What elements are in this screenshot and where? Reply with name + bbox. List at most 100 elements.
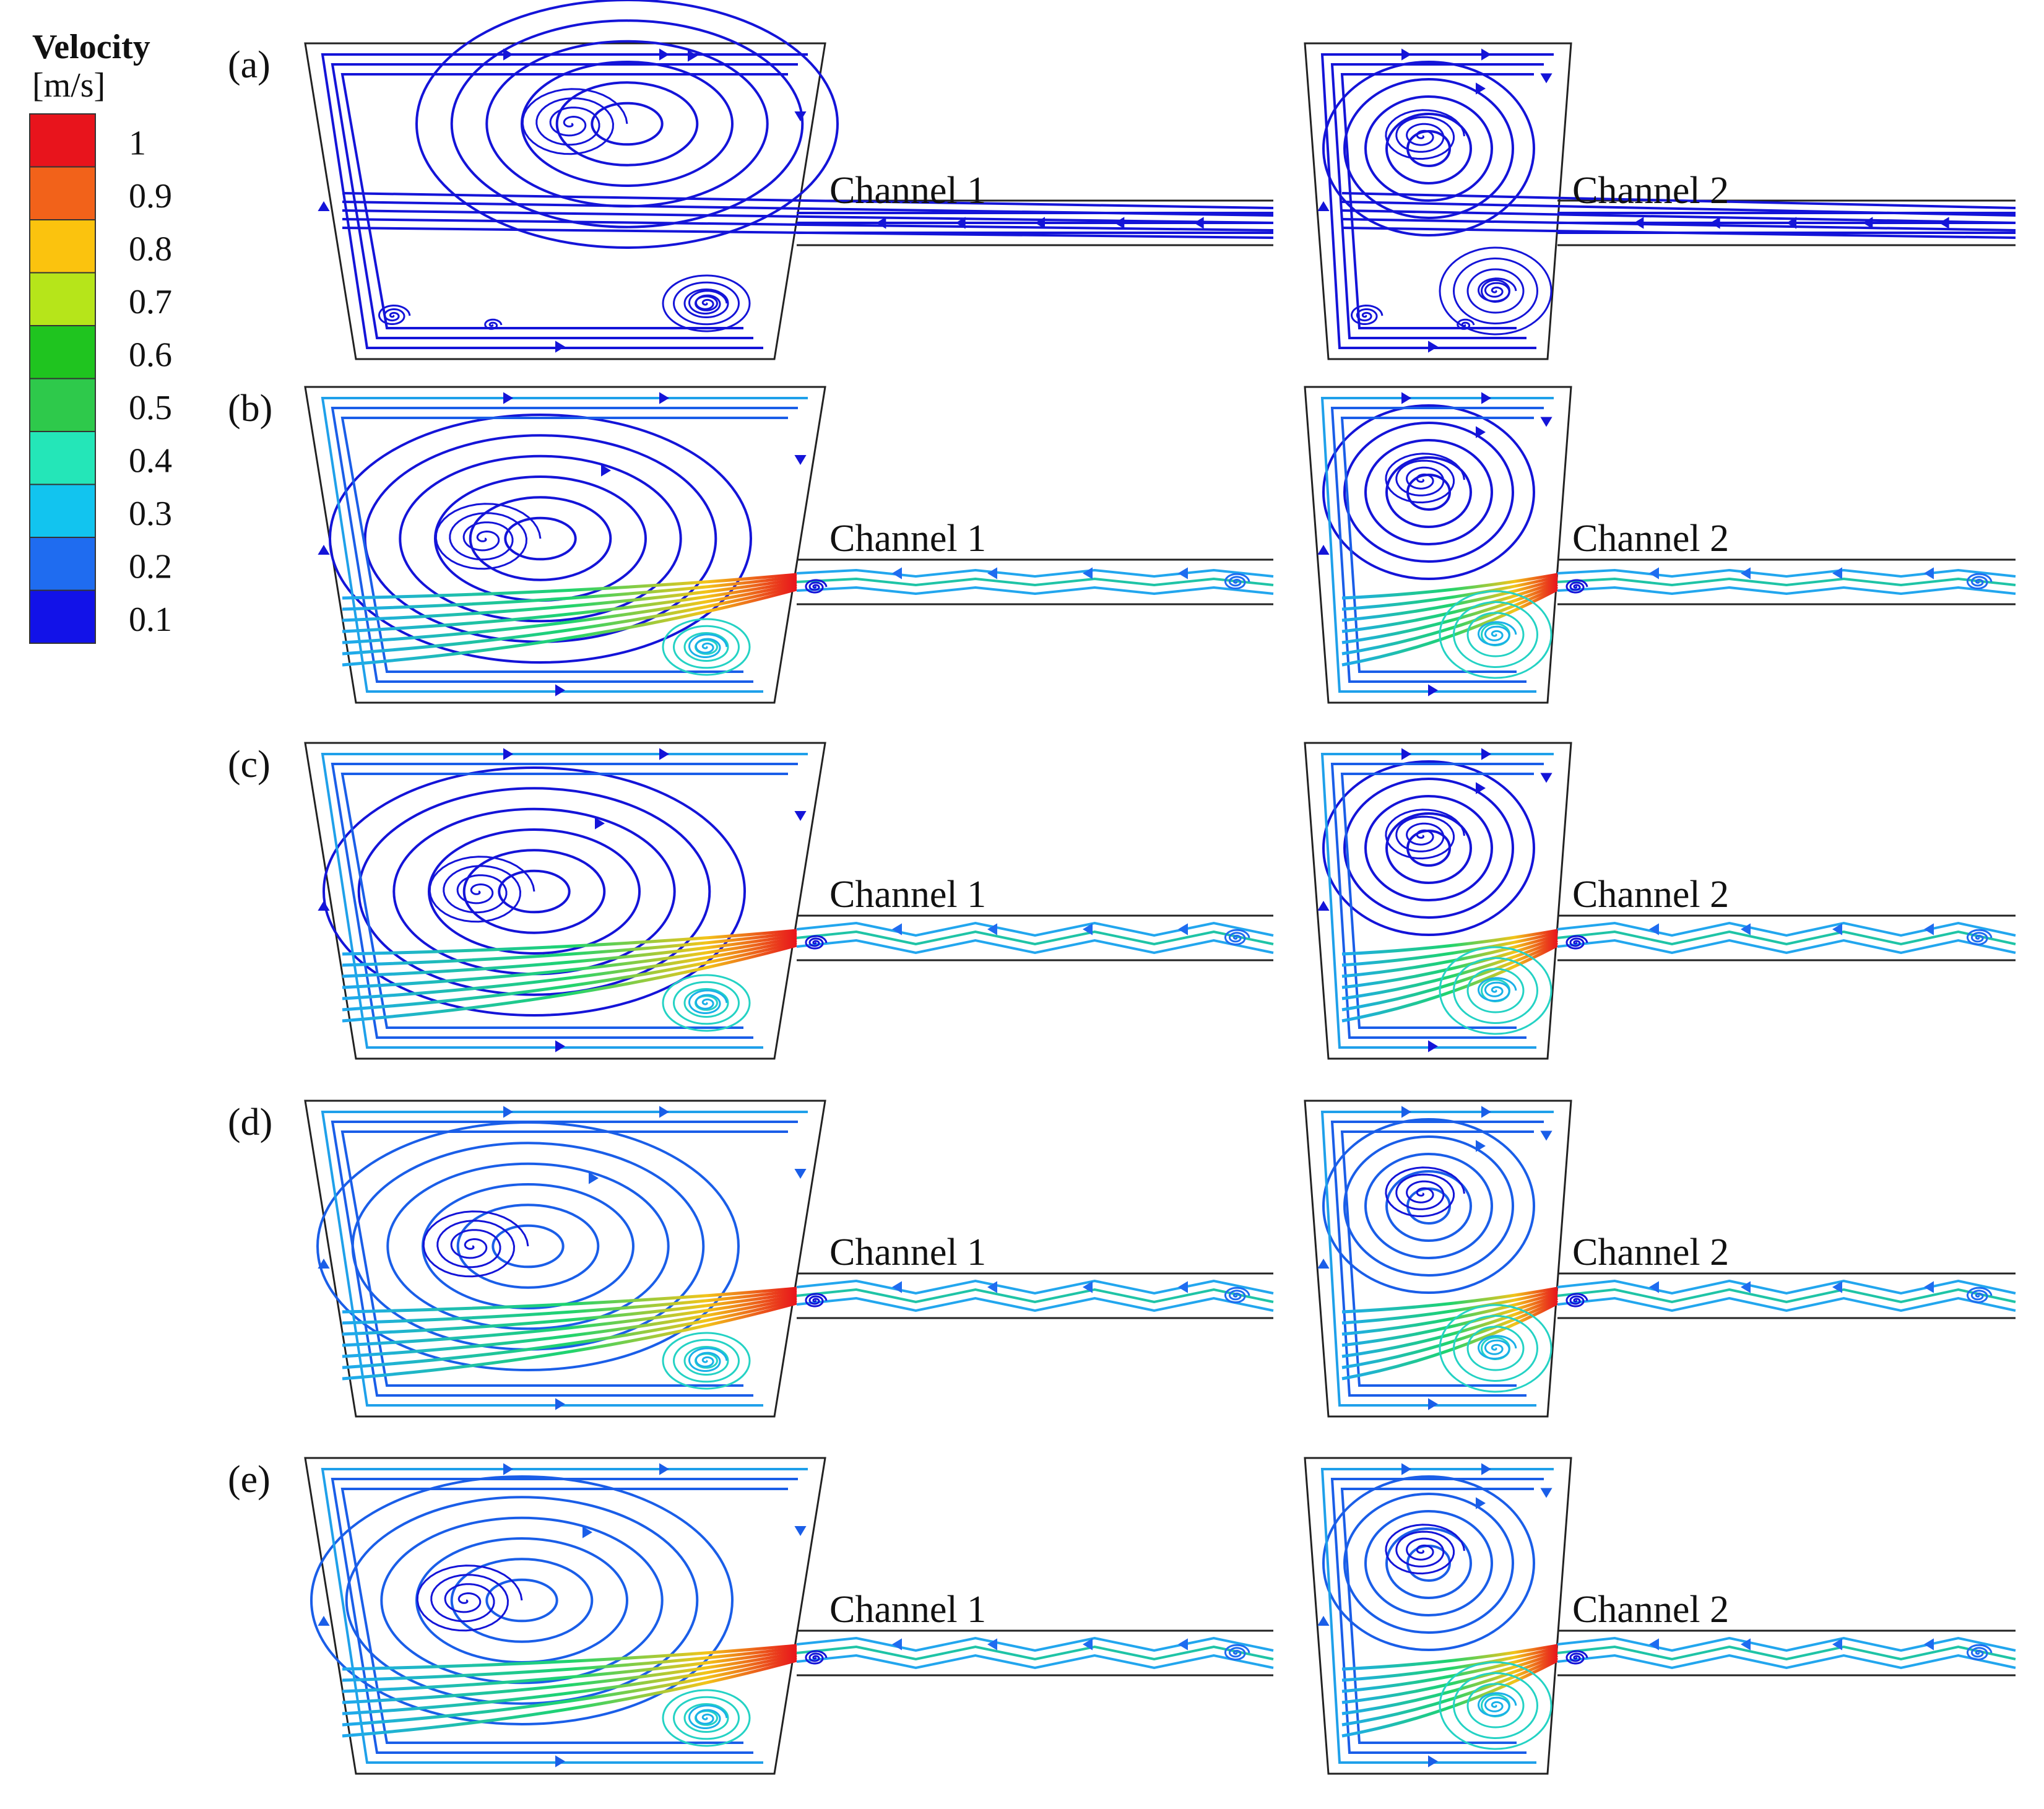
jet-streamline bbox=[1341, 1649, 1558, 1693]
flow-arrow bbox=[1649, 567, 1659, 579]
vortex-core bbox=[805, 579, 828, 594]
channel-2-label: Channel 2 bbox=[1572, 170, 1729, 212]
streamline bbox=[321, 1468, 808, 1764]
streamline bbox=[683, 1346, 729, 1376]
vortex-core bbox=[1385, 109, 1465, 160]
flow-arrow bbox=[1481, 1463, 1491, 1475]
panel-label: (c) bbox=[228, 744, 271, 786]
tank-outline bbox=[304, 742, 826, 1060]
flow-arrow bbox=[987, 1638, 997, 1651]
streamline bbox=[399, 454, 682, 623]
channel-outline bbox=[797, 558, 1273, 605]
flow-arrow bbox=[794, 811, 807, 821]
jet-streamline bbox=[1341, 1289, 1558, 1325]
streamline bbox=[1320, 397, 1554, 693]
panel-label: (a) bbox=[228, 44, 271, 86]
streamline bbox=[1364, 1153, 1493, 1259]
vortex-core bbox=[1477, 977, 1517, 1002]
streamline bbox=[1466, 968, 1525, 1013]
jet-streamline bbox=[342, 1296, 797, 1358]
streamline bbox=[321, 753, 808, 1049]
jet-streamline bbox=[342, 1294, 797, 1347]
channel-1-panel: Channel 1 bbox=[304, 386, 1274, 704]
legend-tick: 0.5 bbox=[129, 389, 172, 427]
legend-swatch bbox=[29, 589, 96, 644]
streamline bbox=[673, 625, 740, 669]
channel-outline bbox=[797, 914, 1273, 961]
flow-arrow bbox=[1428, 1040, 1438, 1052]
channel-streamline bbox=[796, 921, 1274, 937]
flow-arrow bbox=[794, 1526, 807, 1536]
flow-arrow bbox=[1401, 748, 1411, 760]
legend-swatch bbox=[29, 325, 96, 380]
streamline bbox=[673, 1696, 740, 1740]
jet-streamline bbox=[1341, 580, 1558, 633]
channel-2-panel: Channel 2 bbox=[1304, 1100, 2016, 1418]
channel-1-label: Channel 1 bbox=[829, 1589, 986, 1631]
tank-outline bbox=[1304, 386, 1572, 704]
jet-streamline bbox=[342, 1651, 797, 1704]
vortex-core bbox=[1565, 935, 1588, 950]
streamline bbox=[323, 766, 746, 1017]
streamline bbox=[662, 974, 751, 1032]
channel-streamline bbox=[796, 930, 1274, 946]
channel-1-label: Channel 1 bbox=[829, 518, 986, 560]
channel-1-label: Channel 1 bbox=[829, 874, 986, 916]
vortex-core bbox=[1385, 453, 1465, 504]
channel-streamline bbox=[796, 586, 1274, 596]
vortex-core bbox=[805, 1293, 828, 1308]
legend-swatch bbox=[29, 272, 96, 326]
flow-arrow bbox=[1832, 1281, 1842, 1293]
flow-arrow bbox=[1178, 923, 1188, 935]
jet-streamline bbox=[1341, 573, 1558, 600]
channel-2-panel: Channel 2 bbox=[1304, 742, 2016, 1060]
flow-arrow bbox=[555, 341, 565, 353]
channel-streamline bbox=[1557, 568, 2016, 578]
jet-streamline bbox=[1341, 939, 1558, 1000]
streamline bbox=[1340, 1130, 1534, 1387]
flow-arrow bbox=[1401, 1106, 1411, 1118]
flow-arrow bbox=[1649, 923, 1659, 935]
jet-streamline bbox=[342, 929, 797, 956]
jet-streamline bbox=[1341, 588, 1559, 667]
velocity-legend: Velocity [m/s] 1 0.9 0.8 0.7 0.6 0.5 0.4 0.3 0.2… bbox=[29, 28, 172, 644]
flow-arrow bbox=[1178, 1638, 1188, 1651]
flow-arrow bbox=[659, 48, 669, 61]
jet-streamline bbox=[1341, 936, 1558, 989]
flow-arrow bbox=[1476, 82, 1486, 95]
channel-1-panel: Channel 1 bbox=[304, 0, 1274, 360]
flow-arrow bbox=[1083, 1638, 1093, 1651]
panel-row: (b) Channel 1 Channel 2 bbox=[228, 386, 2016, 704]
jet-streamline bbox=[342, 941, 797, 1012]
legend-swatch bbox=[29, 113, 96, 168]
streamline bbox=[456, 1204, 600, 1289]
streamline bbox=[1439, 590, 1552, 679]
channel-streamline bbox=[796, 1279, 1274, 1295]
streamline bbox=[673, 281, 740, 326]
legend-tick: 0.2 bbox=[129, 547, 172, 586]
jet-streamline bbox=[342, 931, 797, 967]
flow-arrow bbox=[1035, 217, 1045, 229]
streamline bbox=[504, 516, 577, 561]
flow-arrow bbox=[987, 1281, 997, 1293]
flow-arrow bbox=[1832, 1638, 1842, 1651]
flow-arrow bbox=[659, 1463, 669, 1475]
streamline bbox=[1385, 1527, 1472, 1599]
legend-tick: 0.1 bbox=[129, 601, 172, 639]
jet-streamline bbox=[1341, 1644, 1558, 1671]
streamline bbox=[1439, 246, 1552, 336]
channel-2-panel: Channel 2 bbox=[1304, 1457, 2016, 1775]
streamline bbox=[591, 102, 664, 146]
vortex-core bbox=[378, 304, 411, 325]
channel-2-panel: Channel 2 bbox=[1304, 42, 2016, 360]
flow-arrow bbox=[659, 748, 669, 760]
jet-streamline bbox=[342, 936, 797, 989]
jet-streamline bbox=[342, 1291, 797, 1336]
streamline bbox=[1343, 422, 1514, 563]
channel-outline bbox=[1557, 1629, 2016, 1677]
jet-streamline bbox=[1341, 578, 1558, 622]
streamline bbox=[329, 414, 752, 664]
flow-arrow bbox=[1476, 1497, 1486, 1509]
flow-arrow bbox=[1924, 1638, 1934, 1651]
panel-label: (e) bbox=[228, 1459, 271, 1501]
